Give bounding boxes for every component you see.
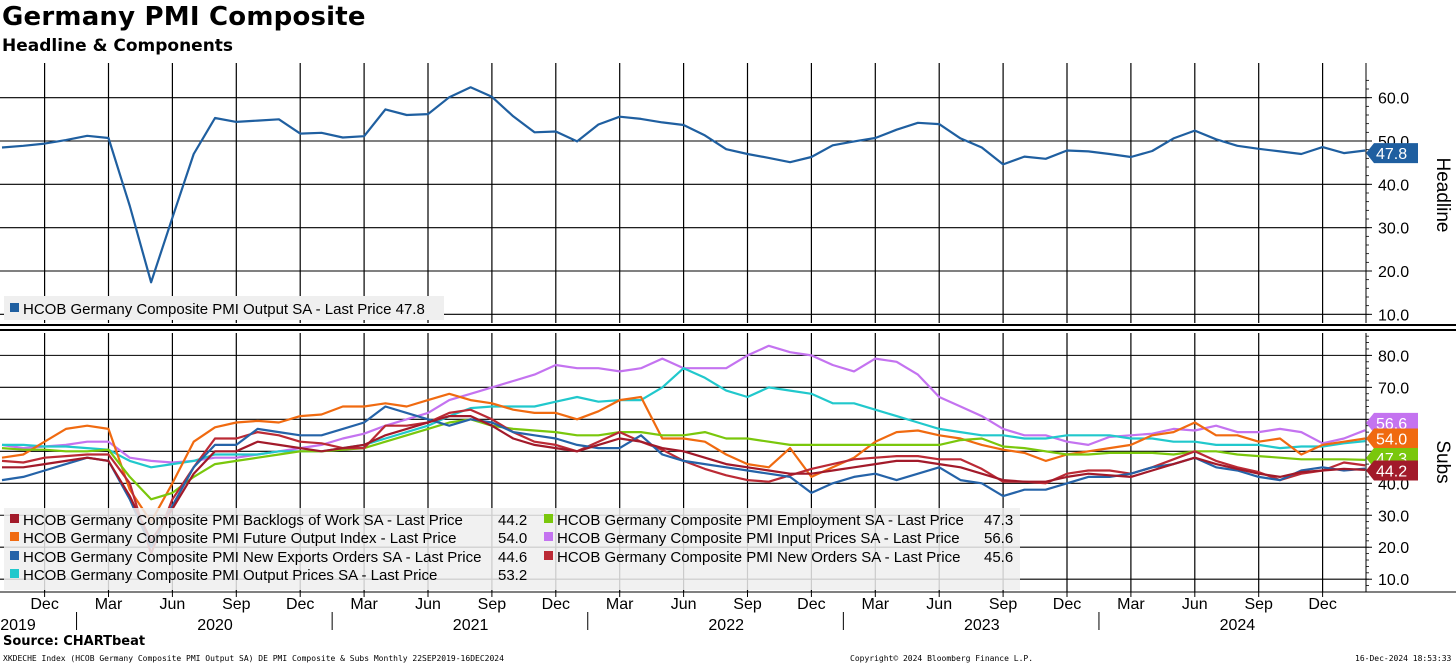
footer-copyright: Copyright© 2024 Bloomberg Finance L.P. — [850, 654, 1034, 663]
bottom-series-backlogs — [2, 415, 1366, 542]
x-year-label-5: 2024 — [1220, 617, 1256, 630]
footer-timestamp: 16-Dec-2024 18:53:33 — [1355, 654, 1452, 663]
x-tick-label-4: Dec — [286, 596, 314, 613]
x-tick-label-16: Dec — [1053, 596, 1081, 613]
last-tag-future-output: 54.0 — [1376, 432, 1407, 449]
top-ytick-label-1: 20.0 — [1378, 264, 1409, 281]
legend-label-output-prices: HCOB Germany Composite PMI Output Prices… — [23, 567, 437, 584]
bottom-legend-box — [4, 508, 1020, 590]
top-ytick-label-3: 40.0 — [1378, 177, 1409, 194]
legend-label-input-prices: HCOB Germany Composite PMI Input Prices … — [557, 530, 960, 547]
x-tick-label-14: Jun — [926, 596, 952, 613]
top-ytick-label-5: 60.0 — [1378, 91, 1409, 108]
legend-label-new-orders: HCOB Germany Composite PMI New Orders SA… — [557, 549, 960, 566]
last-tag-input-prices-bg — [1366, 412, 1418, 433]
x-axis: Dec Mar Jun Sep Dec Mar Jun Sep Dec Mar Jun Sep Dec M… — [0, 592, 1337, 630]
last-tag-future-output-bg — [1366, 428, 1418, 449]
top-panel-grid — [0, 63, 1366, 323]
legend-swatch-input-prices — [544, 532, 553, 541]
x-tick-label-18: Jun — [1182, 596, 1208, 613]
bottom-panel-legend: HCOB Germany Composite PMI Backlogs of W… — [4, 508, 1020, 590]
bottom-ytick-label-7: 80.0 — [1378, 348, 1409, 365]
legend-label-backlogs: HCOB Germany Composite PMI Backlogs of W… — [23, 512, 463, 529]
bottom-series-output-prices — [2, 367, 1366, 469]
top-ytick-label-0: 10.0 — [1378, 307, 1409, 324]
top-legend-swatch-headline — [10, 303, 19, 312]
legend-swatch-output-prices — [10, 569, 19, 578]
legend-value-output-prices: 53.2 — [498, 567, 527, 584]
legend-swatch-future-output — [10, 532, 19, 541]
x-tick-label-20: Dec — [1308, 596, 1336, 613]
bottom-ytick-label-6: 70.0 — [1378, 380, 1409, 397]
legend-value-new-exports: 44.6 — [498, 549, 527, 566]
last-value-tags: 47.856.654.047.344.2 — [1366, 143, 1418, 481]
legend-value-new-orders: 45.6 — [984, 549, 1013, 566]
x-tick-label-17: Mar — [1117, 596, 1145, 613]
x-year-label-1: 2020 — [197, 617, 233, 630]
last-tag-backlogs-bg — [1366, 460, 1418, 481]
legend-swatch-new-exports — [10, 551, 19, 560]
x-tick-label-11: Sep — [733, 596, 762, 613]
chart-title: Germany PMI Composite — [2, 2, 366, 32]
x-tick-label-7: Sep — [478, 596, 507, 613]
legend-value-future-output: 54.0 — [498, 530, 527, 547]
x-tick-label-1: Mar — [95, 596, 123, 613]
bottom-panel-grid — [0, 333, 1366, 592]
x-tick-label-3: Sep — [222, 596, 251, 613]
x-year-label-4: 2023 — [964, 617, 1000, 630]
source-note: Source: CHARTbeat — [3, 634, 146, 649]
last-tag-backlogs: 44.2 — [1376, 463, 1407, 480]
bottom-axis-title: Subs — [1432, 440, 1453, 483]
bottom-panel-series — [1, 344, 1366, 555]
x-tick-label-6: Jun — [415, 596, 441, 613]
bottom-ytick-label-1: 20.0 — [1378, 540, 1409, 557]
headline-last-tag-bg — [1366, 143, 1418, 164]
top-panel-series — [1, 86, 1366, 284]
bottom-ytick-label-0: 10.0 — [1378, 572, 1409, 589]
pmi-chart: 10.020.030.040.050.060.010.020.030.040.0… — [0, 63, 1456, 630]
x-tick-label-19: Sep — [1244, 596, 1273, 613]
x-tick-label-9: Mar — [606, 596, 634, 613]
legend-value-employment: 47.3 — [984, 512, 1013, 529]
x-year-label-0: 2019 — [0, 617, 36, 630]
footer-index-note: XKDECHE Index (HCOB Germany Composite PM… — [3, 654, 504, 663]
legend-label-new-exports: HCOB Germany Composite PMI New Exports O… — [23, 549, 481, 566]
x-year-label-2: 2021 — [453, 617, 489, 630]
top-legend-box — [4, 296, 444, 320]
x-tick-label-8: Dec — [542, 596, 570, 613]
bottom-ytick-label-2: 30.0 — [1378, 508, 1409, 525]
legend-value-input-prices: 56.6 — [984, 530, 1013, 547]
x-tick-label-13: Mar — [862, 596, 890, 613]
x-tick-label-12: Dec — [797, 596, 825, 613]
legend-label-future-output: HCOB Germany Composite PMI Future Output… — [23, 530, 457, 547]
chart-subtitle: Headline & Components — [2, 36, 234, 56]
bottom-ytick-label-3: 40.0 — [1378, 476, 1409, 493]
legend-label-employment: HCOB Germany Composite PMI Employment SA… — [557, 512, 964, 529]
bottom-series-new-exports — [1, 405, 1366, 549]
x-year-label-3: 2022 — [708, 617, 744, 630]
x-tick-label-2: Jun — [160, 596, 186, 613]
chart-axes: 10.020.030.040.050.060.010.020.030.040.0… — [0, 63, 1456, 593]
top-legend-label-headline: HCOB Germany Composite PMI Output SA - L… — [23, 301, 425, 318]
top-axis-title: Headline — [1432, 158, 1453, 233]
top-ytick-label-2: 30.0 — [1378, 221, 1409, 238]
x-tick-label-5: Mar — [350, 596, 378, 613]
bottom-series-employment — [1, 418, 1366, 501]
x-tick-label-10: Jun — [671, 596, 697, 613]
bottom-series-future-output — [1, 392, 1366, 523]
legend-swatch-backlogs — [10, 514, 19, 523]
top-panel-legend: HCOB Germany Composite PMI Output SA - L… — [4, 296, 444, 320]
legend-value-backlogs: 44.2 — [498, 512, 527, 529]
headline-last-tag: 47.8 — [1376, 146, 1407, 163]
x-tick-label-0: Dec — [30, 596, 58, 613]
legend-swatch-new-orders — [544, 551, 553, 560]
top-series-headline — [1, 86, 1366, 284]
x-tick-label-15: Sep — [989, 596, 1018, 613]
legend-swatch-employment — [544, 514, 553, 523]
